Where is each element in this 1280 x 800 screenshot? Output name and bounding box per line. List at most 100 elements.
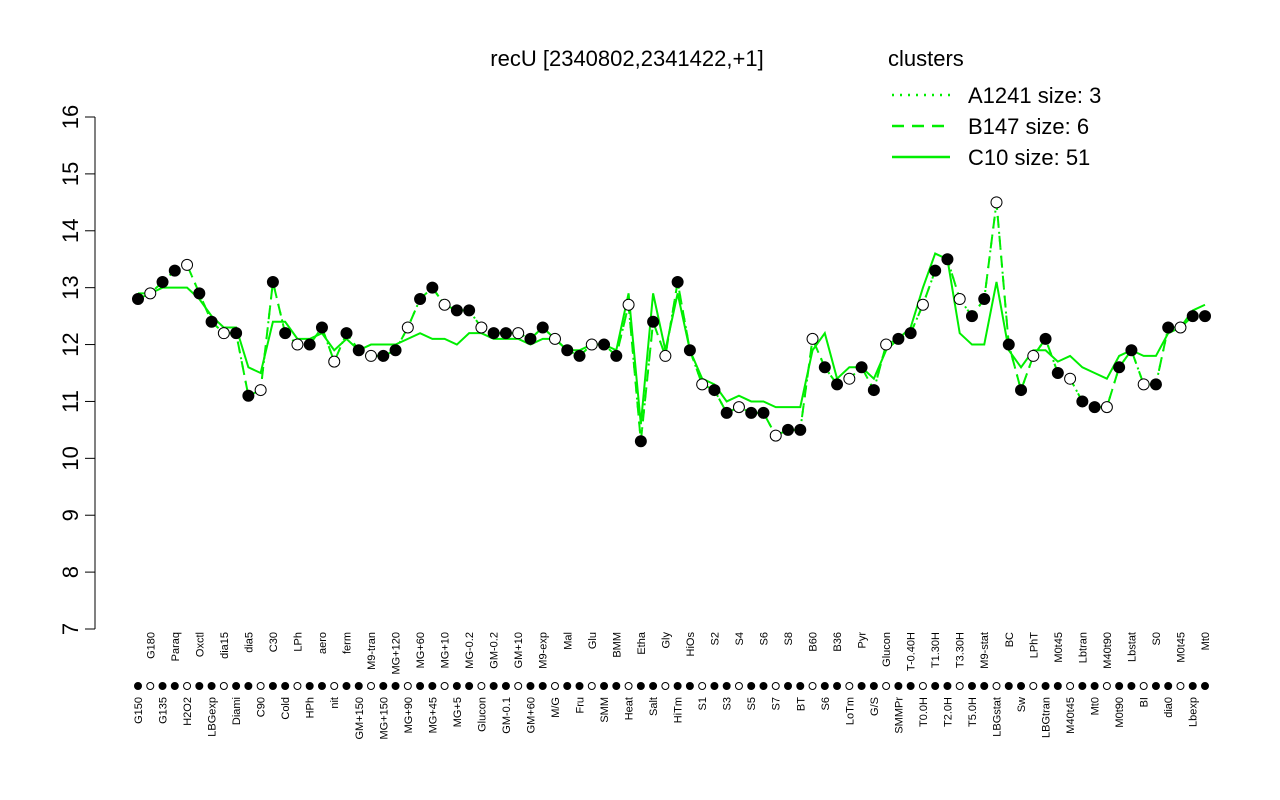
rug-point: [465, 682, 474, 690]
x-tick-label: T5.0H: [967, 697, 979, 727]
x-tick-label: M0t45: [1053, 632, 1065, 663]
legend-label: B147 size: 6: [968, 114, 1089, 139]
rug-point: [833, 682, 842, 690]
rug-point: [943, 682, 952, 690]
y-tick-label: 15: [58, 162, 83, 186]
rug-point: [1164, 682, 1173, 690]
rug-point: [1102, 682, 1111, 690]
data-point: [904, 327, 917, 340]
rug-point: [305, 682, 314, 690]
x-tick-label: dia0: [1163, 697, 1175, 718]
x-tick-label: M/G: [550, 697, 562, 718]
legend-label: A1241 size: 3: [968, 83, 1101, 108]
x-tick-label: M9-stat: [979, 632, 991, 669]
data-point: [254, 384, 267, 397]
data-point: [352, 344, 365, 357]
rug-point: [354, 682, 363, 690]
x-tick-label: Etha: [636, 631, 648, 655]
data-point: [1162, 321, 1175, 334]
rug-point: [649, 682, 658, 690]
rug-point: [317, 682, 326, 690]
rug-point: [391, 682, 400, 690]
rug-point: [207, 682, 216, 690]
y-tick-label: 13: [58, 275, 83, 299]
data-point: [953, 293, 966, 306]
data-point: [1076, 395, 1089, 408]
y-tick-label: 14: [58, 219, 83, 243]
rug-point: [967, 682, 976, 690]
rug-point: [550, 682, 559, 690]
rug-point: [918, 682, 927, 690]
rug-point: [416, 682, 425, 690]
data-point: [929, 264, 942, 277]
x-tick-label: S3: [722, 697, 734, 710]
data-point: [880, 338, 893, 351]
x-tick-label: LPhT: [1028, 632, 1040, 659]
x-tick-label: Diami: [231, 697, 243, 725]
x-tick-label: BT: [795, 697, 807, 711]
rug-point: [256, 682, 265, 690]
x-tick-label: MG+90: [403, 697, 415, 733]
rug-point: [514, 682, 523, 690]
rug-point: [342, 682, 351, 690]
rug-point: [367, 682, 376, 690]
data-point: [536, 321, 549, 334]
y-tick-label: 12: [58, 332, 83, 356]
x-tick-label: T0.0H: [918, 697, 930, 727]
rug-point: [955, 682, 964, 690]
rug-point: [845, 682, 854, 690]
x-tick-label: LPh: [292, 632, 304, 652]
rug-point: [1176, 682, 1185, 690]
rug-point: [526, 682, 535, 690]
y-tick-label: 7: [58, 623, 83, 635]
rug-point: [1201, 682, 1209, 690]
data-point: [696, 378, 709, 391]
rug-point: [134, 682, 142, 690]
x-tick-label: GM-0.2: [489, 632, 501, 669]
rug-point: [747, 682, 756, 690]
data-point: [524, 332, 537, 345]
data-point: [475, 321, 488, 334]
rug-point: [980, 682, 989, 690]
data-point: [328, 355, 341, 368]
x-tick-label: Sw: [1016, 697, 1028, 712]
x-tick-label: C90: [256, 697, 268, 717]
data-point: [941, 253, 954, 266]
rug-point: [771, 682, 780, 690]
x-tick-label: S1: [697, 697, 709, 710]
data-point: [512, 327, 525, 340]
rug-point: [183, 682, 192, 690]
rug-point: [820, 682, 829, 690]
x-tick-label: MG+150: [378, 697, 390, 740]
x-tick-label: SMMPr: [893, 697, 905, 734]
rug-point: [992, 682, 1001, 690]
rug-point: [268, 682, 277, 690]
data-point: [1174, 321, 1187, 334]
data-point: [1137, 378, 1150, 391]
data-point: [794, 423, 807, 436]
data-point: [303, 338, 316, 351]
data-point: [769, 429, 782, 442]
x-tick-label: GM+10: [513, 632, 525, 668]
x-tick-label: Fru: [575, 697, 587, 714]
rug-point: [1029, 682, 1038, 690]
x-tick-label: Glucon: [881, 632, 893, 667]
data-point: [1100, 401, 1113, 414]
data-point: [487, 327, 500, 340]
rug-point: [1041, 682, 1050, 690]
x-tick-label: S7: [771, 697, 783, 710]
data-point: [610, 349, 623, 362]
rug-point: [281, 682, 290, 690]
x-tick-label: MG+120: [391, 632, 403, 675]
y-tick-label: 10: [58, 446, 83, 470]
rug-point: [587, 682, 596, 690]
rug-point: [894, 682, 903, 690]
x-tick-label: BC: [1004, 632, 1016, 647]
rug-point: [158, 682, 167, 690]
rug-point: [1127, 682, 1136, 690]
rug-point: [906, 682, 915, 690]
data-point: [450, 304, 463, 317]
rug-point: [1078, 682, 1087, 690]
data-point: [855, 361, 868, 374]
data-point: [291, 338, 304, 351]
